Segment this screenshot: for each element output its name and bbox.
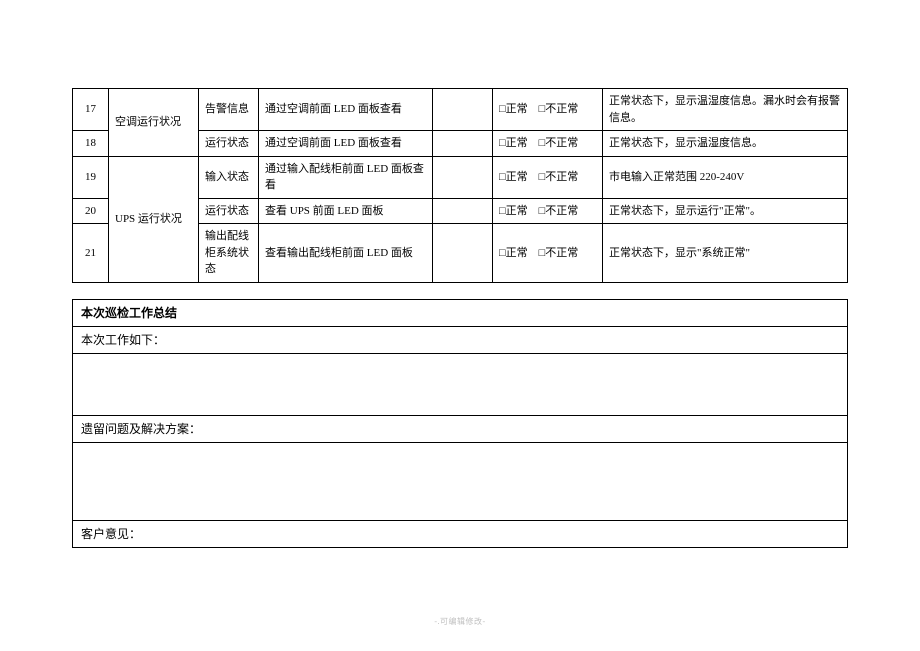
row-result: □正常 □不正常 bbox=[493, 156, 603, 198]
summary-title: 本次巡检工作总结 bbox=[73, 299, 848, 326]
row-result: □正常 □不正常 bbox=[493, 224, 603, 283]
row-item: 运行状态 bbox=[199, 198, 259, 224]
row-item: 告警信息 bbox=[199, 89, 259, 131]
row-num: 17 bbox=[73, 89, 109, 131]
row-item: 输入状态 bbox=[199, 156, 259, 198]
summary-work-label: 本次工作如下： bbox=[73, 326, 848, 353]
row-method: 通过输入配线柜前面 LED 面板查看 bbox=[259, 156, 433, 198]
row-num: 20 bbox=[73, 198, 109, 224]
row-method: 通过空调前面 LED 面板查看 bbox=[259, 131, 433, 157]
row-blank bbox=[433, 156, 493, 198]
row-method: 通过空调前面 LED 面板查看 bbox=[259, 89, 433, 131]
row-method: 查看输出配线柜前面 LED 面板 bbox=[259, 224, 433, 283]
row-desc: 正常状态下，显示运行"正常"。 bbox=[603, 198, 848, 224]
row-desc: 正常状态下，显示"系统正常" bbox=[603, 224, 848, 283]
table-row: 19 UPS 运行状况 输入状态 通过输入配线柜前面 LED 面板查看 □正常 … bbox=[73, 156, 848, 198]
row-item: 输出配线柜系统状态 bbox=[199, 224, 259, 283]
row-blank bbox=[433, 224, 493, 283]
row-num: 21 bbox=[73, 224, 109, 283]
row-desc: 市电输入正常范围 220-240V bbox=[603, 156, 848, 198]
inspection-table: 17 空调运行状况 告警信息 通过空调前面 LED 面板查看 □正常 □不正常 … bbox=[72, 88, 848, 283]
row-result: □正常 □不正常 bbox=[493, 131, 603, 157]
summary-issues-body bbox=[73, 442, 848, 520]
row-blank bbox=[433, 131, 493, 157]
row-num: 19 bbox=[73, 156, 109, 198]
summary-issues-label: 遗留问题及解决方案： bbox=[73, 415, 848, 442]
row-num: 18 bbox=[73, 131, 109, 157]
summary-work-body bbox=[73, 353, 848, 415]
row-desc: 正常状态下，显示温湿度信息。漏水时会有报警信息。 bbox=[603, 89, 848, 131]
row-method: 查看 UPS 前面 LED 面板 bbox=[259, 198, 433, 224]
row-item: 运行状态 bbox=[199, 131, 259, 157]
summary-table: 本次巡检工作总结 本次工作如下： 遗留问题及解决方案： 客户意见： bbox=[72, 299, 848, 548]
row-category: 空调运行状况 bbox=[109, 89, 199, 157]
summary-customer-label: 客户意见： bbox=[73, 520, 848, 547]
row-blank bbox=[433, 198, 493, 224]
row-category: UPS 运行状况 bbox=[109, 156, 199, 282]
table-row: 17 空调运行状况 告警信息 通过空调前面 LED 面板查看 □正常 □不正常 … bbox=[73, 89, 848, 131]
row-desc: 正常状态下，显示温湿度信息。 bbox=[603, 131, 848, 157]
page-footer: -.可编辑修改- bbox=[0, 616, 920, 627]
row-result: □正常 □不正常 bbox=[493, 89, 603, 131]
row-result: □正常 □不正常 bbox=[493, 198, 603, 224]
row-blank bbox=[433, 89, 493, 131]
